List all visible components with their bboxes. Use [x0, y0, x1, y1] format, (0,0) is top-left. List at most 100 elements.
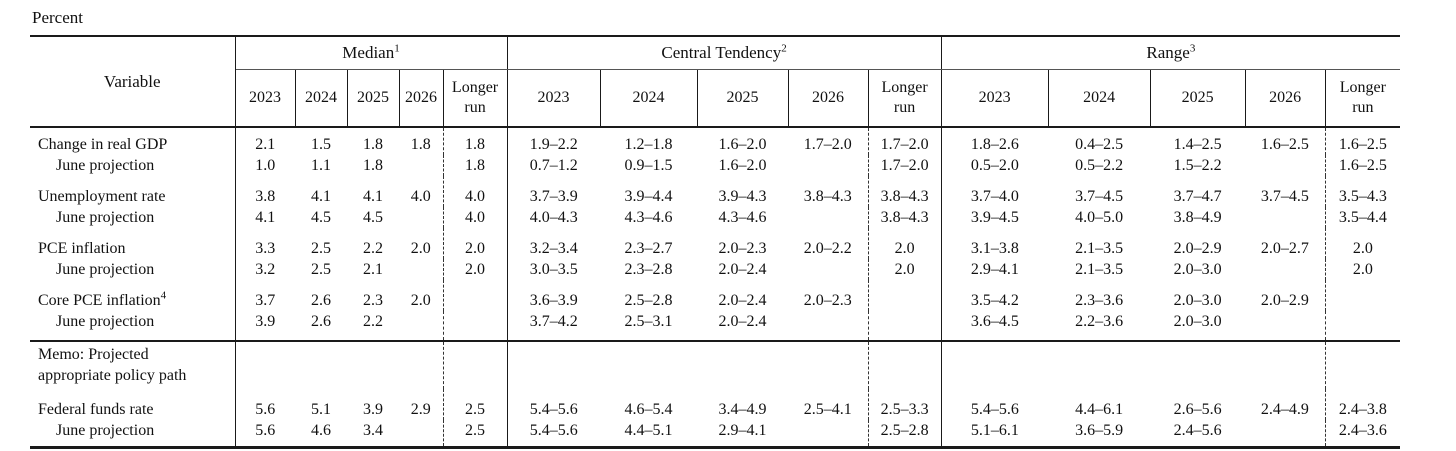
range-value-cell: 5.4–5.6	[970, 401, 1019, 418]
median-value-cell	[399, 420, 443, 448]
central-tendency-value-cell: 3.9–4.3	[718, 188, 767, 205]
median-value-cell: 2.6	[311, 292, 331, 309]
range-value-cell: 4.4–6.1	[1075, 401, 1124, 418]
median-value-cell: 2.6	[311, 313, 331, 330]
median-year-2024: 2024	[295, 69, 348, 128]
central-tendency-value-cell: 2.3–2.8	[624, 261, 673, 278]
median-value-cell: 1.5	[311, 136, 331, 153]
range-value-cell: 3.5–4.2	[970, 292, 1019, 309]
table-row: Change in real GDP 2.1 1.5 1.8 1.8 1.8 1.9–2.2…	[30, 127, 1401, 155]
median-value-cell: 1.0	[255, 157, 276, 174]
variable-cell: June projection	[30, 155, 236, 176]
range-value-cell: 3.8–4.9	[1173, 209, 1222, 226]
central-tendency-value-cell: 4.4–5.1	[624, 422, 673, 439]
range-value-cell	[1245, 340, 1326, 389]
range-value-cell: 2.0–3.0	[1173, 313, 1222, 330]
range-value-cell: 2.0–3.0	[1173, 292, 1222, 309]
central-tendency-value-cell: 4.3–4.6	[624, 209, 673, 226]
range-value-cell: 2.4–5.6	[1173, 422, 1222, 439]
central-tendency-value-cell	[788, 340, 869, 389]
median-value-cell: 2.1	[255, 136, 276, 153]
ct-year-2024: 2024	[600, 69, 698, 128]
median-value-cell: 5.1	[311, 401, 331, 418]
range-value-cell	[1324, 311, 1401, 341]
median-value-cell: 3.2	[255, 261, 276, 278]
median-value-cell: 3.3	[255, 240, 276, 257]
range-value-cell: 0.5–2.2	[1075, 157, 1124, 174]
median-year-2023: 2023	[235, 69, 296, 128]
median-value-cell: 2.9	[410, 401, 431, 418]
range-value-cell: 2.0	[1324, 259, 1401, 280]
range-value-cell	[1245, 207, 1325, 228]
range-value-cell: 4.0–5.0	[1075, 209, 1124, 226]
range-value-cell: 2.4–3.6	[1324, 420, 1401, 448]
variable-cell: Core PCE inflation4	[30, 280, 236, 311]
median-value-cell	[347, 340, 399, 389]
range-value-cell: 3.5–4.4	[1324, 207, 1401, 228]
central-tendency-value-cell	[788, 207, 868, 228]
central-tendency-value-cell: 2.0–2.3	[718, 240, 767, 257]
median-value-cell: 2.5	[311, 261, 331, 278]
range-value-cell: 2.4–3.8	[1324, 389, 1401, 420]
central-tendency-value-cell: 3.8–4.3	[867, 207, 942, 228]
central-tendency-value-cell: 2.3–2.7	[624, 240, 673, 257]
table-header: Variable Median1 Central Tendency2 Range…	[30, 36, 1401, 128]
median-group-header: Median1	[235, 36, 508, 70]
median-value-cell: 1.8	[442, 155, 508, 176]
longer-run-label: Longer run	[881, 79, 928, 116]
central-tendency-value-cell: 3.0–3.5	[529, 261, 578, 278]
range-year-2026: 2026	[1245, 69, 1326, 128]
ct-year-2025: 2025	[697, 69, 789, 128]
range-value-cell: 3.1–3.8	[970, 240, 1019, 257]
central-tendency-value-cell: 2.0–2.3	[803, 292, 852, 309]
central-tendency-value-cell: 2.0	[867, 259, 942, 280]
median-year-2025: 2025	[347, 69, 400, 128]
range-value-cell: 1.6–2.5	[1324, 155, 1401, 176]
range-value-cell	[941, 340, 1049, 389]
central-tendency-value-cell: 1.7–2.0	[867, 127, 942, 155]
range-value-cell: 2.0–2.9	[1260, 292, 1309, 309]
range-value-cell: 2.4–4.9	[1260, 401, 1309, 418]
range-value-cell: 2.2–3.6	[1075, 313, 1124, 330]
table-row: June projection 3.2 2.5 2.1 2.0 3.0–3.5 2.3–2.…	[30, 259, 1401, 280]
central-tendency-value-cell: 2.5–3.1	[624, 313, 673, 330]
range-group-label: Range	[1146, 43, 1190, 62]
variable-cell: PCE inflation	[30, 228, 236, 259]
central-tendency-value-cell: 3.9–4.4	[624, 188, 673, 205]
median-value-cell	[235, 340, 295, 389]
range-value-cell: 1.8–2.6	[970, 136, 1019, 153]
median-value-cell: 3.9	[363, 401, 383, 418]
central-tendency-group-label: Central Tendency	[661, 43, 782, 62]
central-tendency-value-cell: 0.9–1.5	[624, 157, 673, 174]
median-value-cell	[442, 280, 508, 311]
range-value-cell	[1245, 155, 1325, 176]
range-value-cell: 2.0	[1324, 228, 1401, 259]
range-year-2023: 2023	[941, 69, 1049, 128]
range-value-cell: 2.1–3.5	[1075, 261, 1124, 278]
range-value-cell: 2.0–3.0	[1173, 261, 1222, 278]
central-tendency-value-cell	[788, 311, 868, 341]
central-tendency-value-cell: 3.2–3.4	[529, 240, 578, 257]
longer-run-label: Longer run	[451, 79, 499, 116]
median-value-cell: 2.5	[442, 420, 508, 448]
range-value-cell: 2.1–3.5	[1075, 240, 1124, 257]
range-value-cell: 5.1–6.1	[970, 422, 1019, 439]
median-value-cell: 2.0	[410, 292, 431, 309]
median-value-cell	[399, 311, 443, 341]
median-value-cell: 3.4	[363, 422, 383, 439]
central-tendency-value-cell: 4.6–5.4	[624, 401, 673, 418]
median-value-cell: 2.0	[442, 228, 508, 259]
central-tendency-value-cell: 2.5–3.3	[867, 389, 942, 420]
median-value-cell: 2.0	[442, 259, 508, 280]
table-row: PCE inflation 3.3 2.5 2.2 2.0 2.0 3.2–3.4 2.3–2…	[30, 228, 1401, 259]
range-year-2024: 2024	[1048, 69, 1151, 128]
central-tendency-value-cell	[867, 280, 942, 311]
range-value-cell: 1.4–2.5	[1173, 136, 1222, 153]
range-longer-run: Longer run	[1325, 69, 1401, 128]
median-footnote-marker: 1	[394, 42, 400, 55]
median-value-cell: 3.8	[255, 188, 276, 205]
central-tendency-value-cell: 3.7–3.9	[529, 188, 578, 205]
range-value-cell: 0.5–2.0	[970, 157, 1019, 174]
range-value-cell	[1324, 340, 1401, 389]
